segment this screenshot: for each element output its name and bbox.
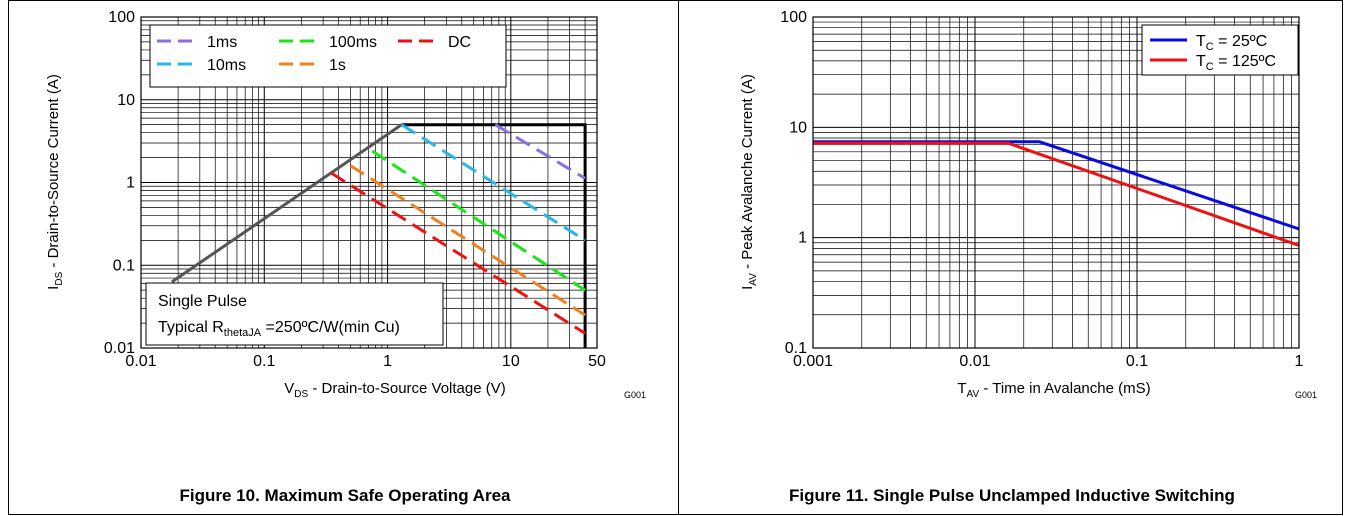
chart-1-code: G001 [1295, 390, 1317, 400]
series-line-3 [349, 164, 586, 317]
legend-label-dc: DC [448, 34, 471, 51]
y-tick-label: 1 [798, 230, 807, 247]
chart-0-y-axis-label: IDS - Drain-to-Source Current (A) [45, 74, 65, 290]
chart-0-plot-frame [140, 16, 598, 349]
x-tick-label: 0.01 [125, 353, 156, 370]
annotation-box [145, 282, 444, 346]
legend-label-1ms: 1ms [207, 34, 237, 51]
chart-0-xlabel-sub: DS [294, 389, 308, 400]
chart-1-tick-labels: 0.001 0.01 0.1 1 0.1 1 10 100 [780, 9, 1303, 370]
figure-frames [8, 0, 1343, 515]
legend-label-tc125: TC = 125ºC [1196, 53, 1276, 73]
chart-0-xlabel-main: V [284, 380, 294, 397]
x-tick-label: 1 [383, 353, 392, 370]
x-tick-label: 0.1 [253, 353, 275, 370]
y-tick-label: 100 [780, 9, 807, 26]
chart-0-annotation: Single Pulse Typical RthetaJA =250ºC/W(m… [145, 282, 444, 346]
series-line-2 [371, 149, 586, 292]
chart-0-code: G001 [624, 390, 646, 400]
legend-tc25-main: T [1196, 33, 1206, 50]
annotation-line-2-prefix: Typical R [158, 319, 224, 336]
chart-0-ylabel-main: I [45, 286, 62, 290]
chart-1-xlabel-rest: - Time in Avalanche (mS) [979, 380, 1150, 397]
y-tick-label: 0.01 [104, 340, 135, 357]
legend-tc125-rest: = 125ºC [1214, 53, 1276, 70]
legend-tc25-sub: C [1206, 41, 1214, 53]
x-tick-label: 0.01 [959, 353, 990, 370]
chart-1-legend-box [1141, 24, 1299, 76]
figure-11-frame [678, 0, 1343, 515]
chart-0-legend-box [149, 24, 507, 88]
x-tick-label: 50 [588, 353, 606, 370]
annotation-line-1: Single Pulse [158, 293, 247, 310]
chart-1-ylabel-sub: AV [748, 273, 759, 286]
chart-1-lines [813, 140, 1299, 247]
chart-1-ylabel-rest: - Peak Avalanche Current (A) [739, 74, 756, 273]
legend-tc125-main: T [1196, 53, 1206, 70]
x-tick-label: 0.1 [1126, 353, 1148, 370]
y-tick-label: 100 [108, 9, 135, 26]
series-group [813, 140, 1299, 247]
legend-label-10ms: 10ms [207, 57, 246, 74]
figure-10: 0.01 0.1 1 10 50 0.01 0.1 1 10 100 1ms 10ms 100ms… [45, 9, 646, 505]
legend-tc125-sub: C [1206, 61, 1214, 73]
legend-tc25-rest: = 25ºC [1214, 33, 1267, 50]
legend-label-tc25: TC = 25ºC [1196, 33, 1267, 53]
series-line-0 [494, 123, 586, 180]
series-line-1 [400, 123, 586, 242]
series-boundary-line [171, 123, 403, 284]
chart-1-grid [812, 17, 1299, 349]
chart-1-ylabel-main: I [739, 286, 756, 290]
y-tick-label: 0.1 [785, 340, 807, 357]
annotation-line-2: Typical RthetaJA =250ºC/W(min Cu) [158, 319, 400, 339]
x-tick-label: 1 [1295, 353, 1304, 370]
chart-1-y-axis-label: IAV - Peak Avalanche Current (A) [739, 74, 759, 290]
x-tick-label: 0.001 [793, 353, 833, 370]
annotation-line-2-suffix: =250ºC/W(min Cu) [261, 319, 400, 336]
series-group [171, 123, 587, 348]
y-tick-label: 1 [126, 175, 135, 192]
plot-border [140, 16, 598, 349]
x-tick-label: 10 [502, 353, 520, 370]
chart-0-tick-labels: 0.01 0.1 1 10 50 0.01 0.1 1 10 100 [104, 9, 606, 370]
figure-10-caption: Figure 10. Maximum Safe Operating Area [180, 486, 512, 505]
chart-1-xlabel-main: T [957, 380, 966, 397]
chart-1-plot-frame [812, 16, 1300, 349]
chart-1-xlabel-sub: AV [967, 389, 980, 400]
figure-11-caption: Figure 11. Single Pulse Unclamped Induct… [789, 486, 1235, 505]
y-tick-label: 0.1 [113, 257, 135, 274]
annotation-line-2-sub: thetaJA [224, 327, 262, 339]
chart-0-ylabel-rest: - Drain-to-Source Current (A) [45, 74, 62, 272]
series-line-1 [813, 141, 1299, 247]
plot-border [812, 16, 1300, 349]
series-line-4 [330, 171, 586, 335]
y-tick-label: 10 [789, 119, 807, 136]
y-tick-label: 10 [117, 92, 135, 109]
chart-1-x-axis-label: TAV - Time in Avalanche (mS) [957, 380, 1150, 400]
series-limit-box [401, 123, 587, 348]
chart-0-ylabel-sub: DS [54, 271, 65, 285]
legend-label-100ms: 100ms [329, 34, 377, 51]
legend-label-1s: 1s [329, 57, 346, 74]
chart-0-lines [171, 123, 587, 348]
chart-0-x-axis-label: VDS - Drain-to-Source Voltage (V) [284, 380, 506, 400]
chart-0-xlabel-rest: - Drain-to-Source Voltage (V) [308, 380, 506, 397]
chart-0-legend: 1ms 10ms 100ms 1s DC [149, 24, 507, 88]
chart-1-legend: TC = 25ºC TC = 125ºC [1141, 24, 1299, 76]
